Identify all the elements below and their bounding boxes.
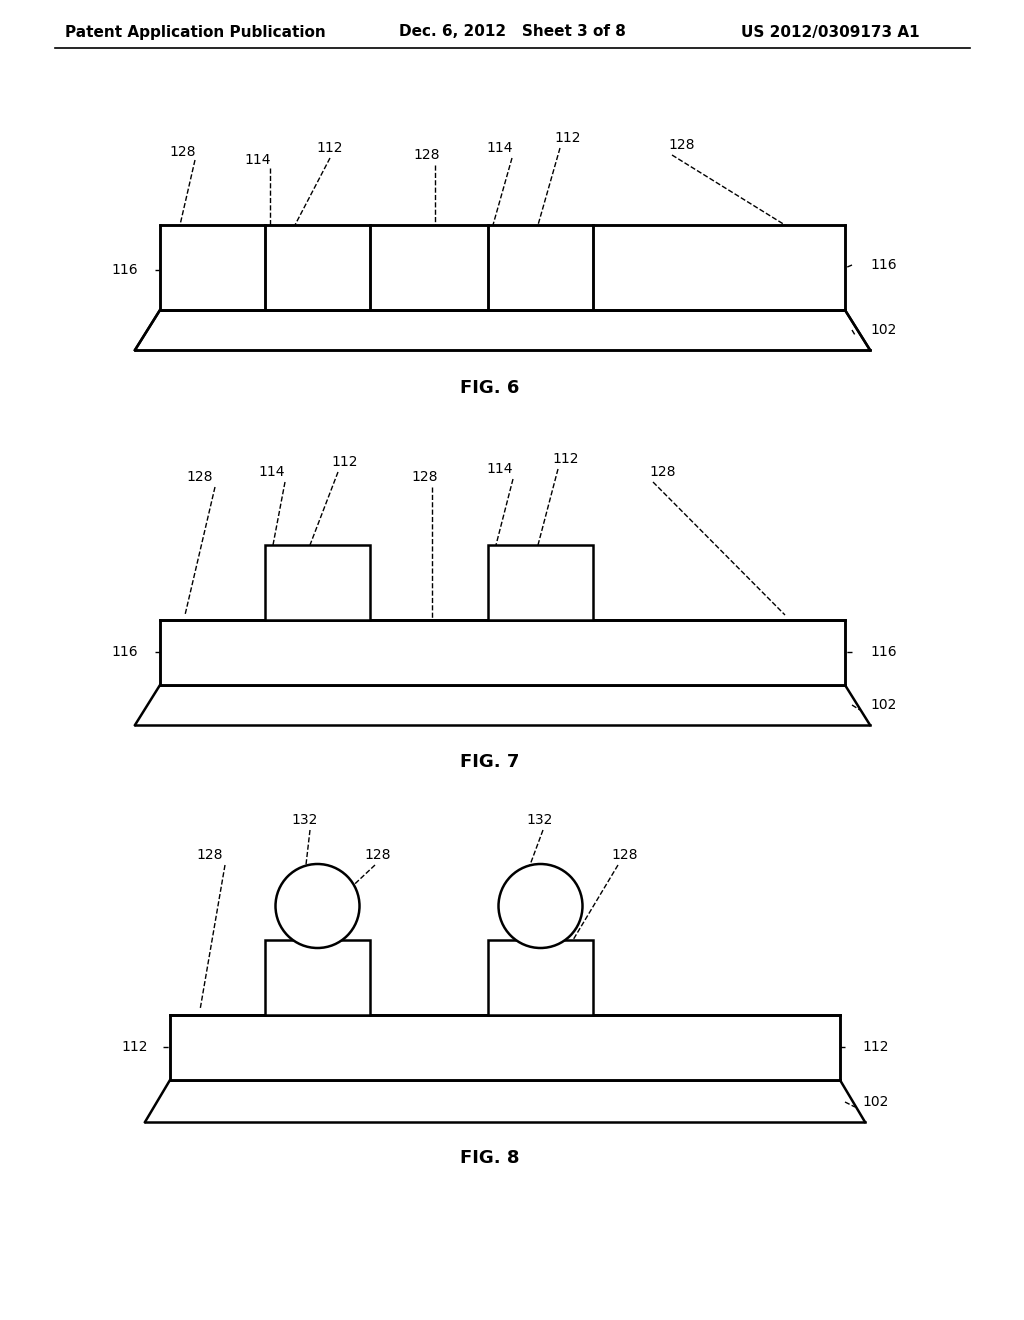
Text: 112: 112 xyxy=(553,451,580,466)
Text: 132: 132 xyxy=(292,813,318,828)
Text: 112: 112 xyxy=(332,455,358,469)
Text: 128: 128 xyxy=(611,847,638,862)
Bar xyxy=(594,226,844,309)
Bar xyxy=(161,226,264,309)
Bar xyxy=(265,545,370,620)
Bar xyxy=(171,1016,839,1078)
Text: 114: 114 xyxy=(486,141,513,154)
Bar xyxy=(160,620,845,685)
Text: 102: 102 xyxy=(862,1096,889,1109)
Text: 132: 132 xyxy=(526,813,553,828)
Bar xyxy=(161,620,844,684)
Text: 114: 114 xyxy=(486,462,513,477)
Text: 128: 128 xyxy=(170,145,197,158)
Polygon shape xyxy=(135,310,870,350)
Text: 112: 112 xyxy=(862,1040,889,1053)
Bar xyxy=(265,940,370,1015)
Text: 112: 112 xyxy=(316,141,343,154)
Bar xyxy=(170,1015,840,1080)
Text: 128: 128 xyxy=(650,465,676,479)
Text: FIG. 6: FIG. 6 xyxy=(461,379,520,397)
Text: 114: 114 xyxy=(259,465,286,479)
Text: 112: 112 xyxy=(555,131,582,145)
Bar xyxy=(371,226,487,309)
Text: US 2012/0309173 A1: US 2012/0309173 A1 xyxy=(740,25,920,40)
Bar xyxy=(488,940,593,1015)
Text: 116: 116 xyxy=(870,257,897,272)
Text: 128: 128 xyxy=(186,470,213,484)
Bar xyxy=(160,224,845,310)
Text: 116: 116 xyxy=(112,263,138,277)
Text: 128: 128 xyxy=(414,148,440,162)
Text: FIG. 7: FIG. 7 xyxy=(461,752,520,771)
Text: FIG. 8: FIG. 8 xyxy=(460,1148,520,1167)
Text: 116: 116 xyxy=(870,645,897,659)
Text: Dec. 6, 2012   Sheet 3 of 8: Dec. 6, 2012 Sheet 3 of 8 xyxy=(398,25,626,40)
Text: 128: 128 xyxy=(365,847,391,862)
Text: 102: 102 xyxy=(870,698,896,711)
Polygon shape xyxy=(135,685,870,725)
Text: 128: 128 xyxy=(669,139,695,152)
Text: Patent Application Publication: Patent Application Publication xyxy=(65,25,326,40)
Polygon shape xyxy=(145,1080,865,1122)
Text: 114: 114 xyxy=(245,153,271,168)
Text: 112: 112 xyxy=(122,1040,148,1053)
Circle shape xyxy=(499,865,583,948)
Text: 128: 128 xyxy=(197,847,223,862)
Bar xyxy=(488,545,593,620)
Text: 128: 128 xyxy=(412,470,438,484)
Text: 102: 102 xyxy=(870,323,896,337)
Circle shape xyxy=(275,865,359,948)
Text: 116: 116 xyxy=(112,645,138,659)
